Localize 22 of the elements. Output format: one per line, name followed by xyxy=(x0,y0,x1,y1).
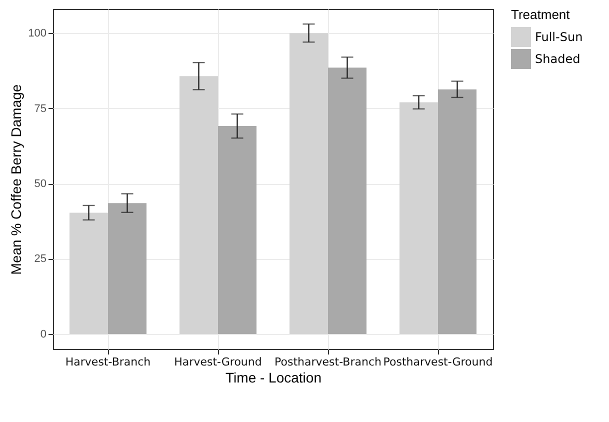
y-tick-label: 0 xyxy=(40,328,46,340)
y-axis-title: Mean % Coffee Berry Damage xyxy=(8,84,24,275)
y-tick-label: 25 xyxy=(34,253,46,266)
legend-title: Treatment xyxy=(511,7,570,22)
bar xyxy=(70,212,108,334)
y-tick-label: 100 xyxy=(28,28,46,40)
legend-label: Full-Sun xyxy=(535,30,583,44)
legend-label: Shaded xyxy=(535,52,580,66)
bar xyxy=(328,68,366,334)
bar xyxy=(400,102,438,334)
y-tick-label: 75 xyxy=(34,102,46,115)
bar xyxy=(290,33,328,334)
bar xyxy=(438,89,476,334)
x-tick-label: Postharvest-Branch xyxy=(274,356,382,368)
bar xyxy=(108,203,146,334)
x-tick-label: Postharvest-Ground xyxy=(383,356,493,368)
x-tick-label: Harvest-Branch xyxy=(65,356,151,368)
y-tick-label: 50 xyxy=(34,178,46,190)
bar xyxy=(180,76,218,334)
bar xyxy=(218,126,256,334)
x-tick-label: Harvest-Ground xyxy=(174,356,262,368)
x-axis-title: Time - Location xyxy=(226,370,322,386)
